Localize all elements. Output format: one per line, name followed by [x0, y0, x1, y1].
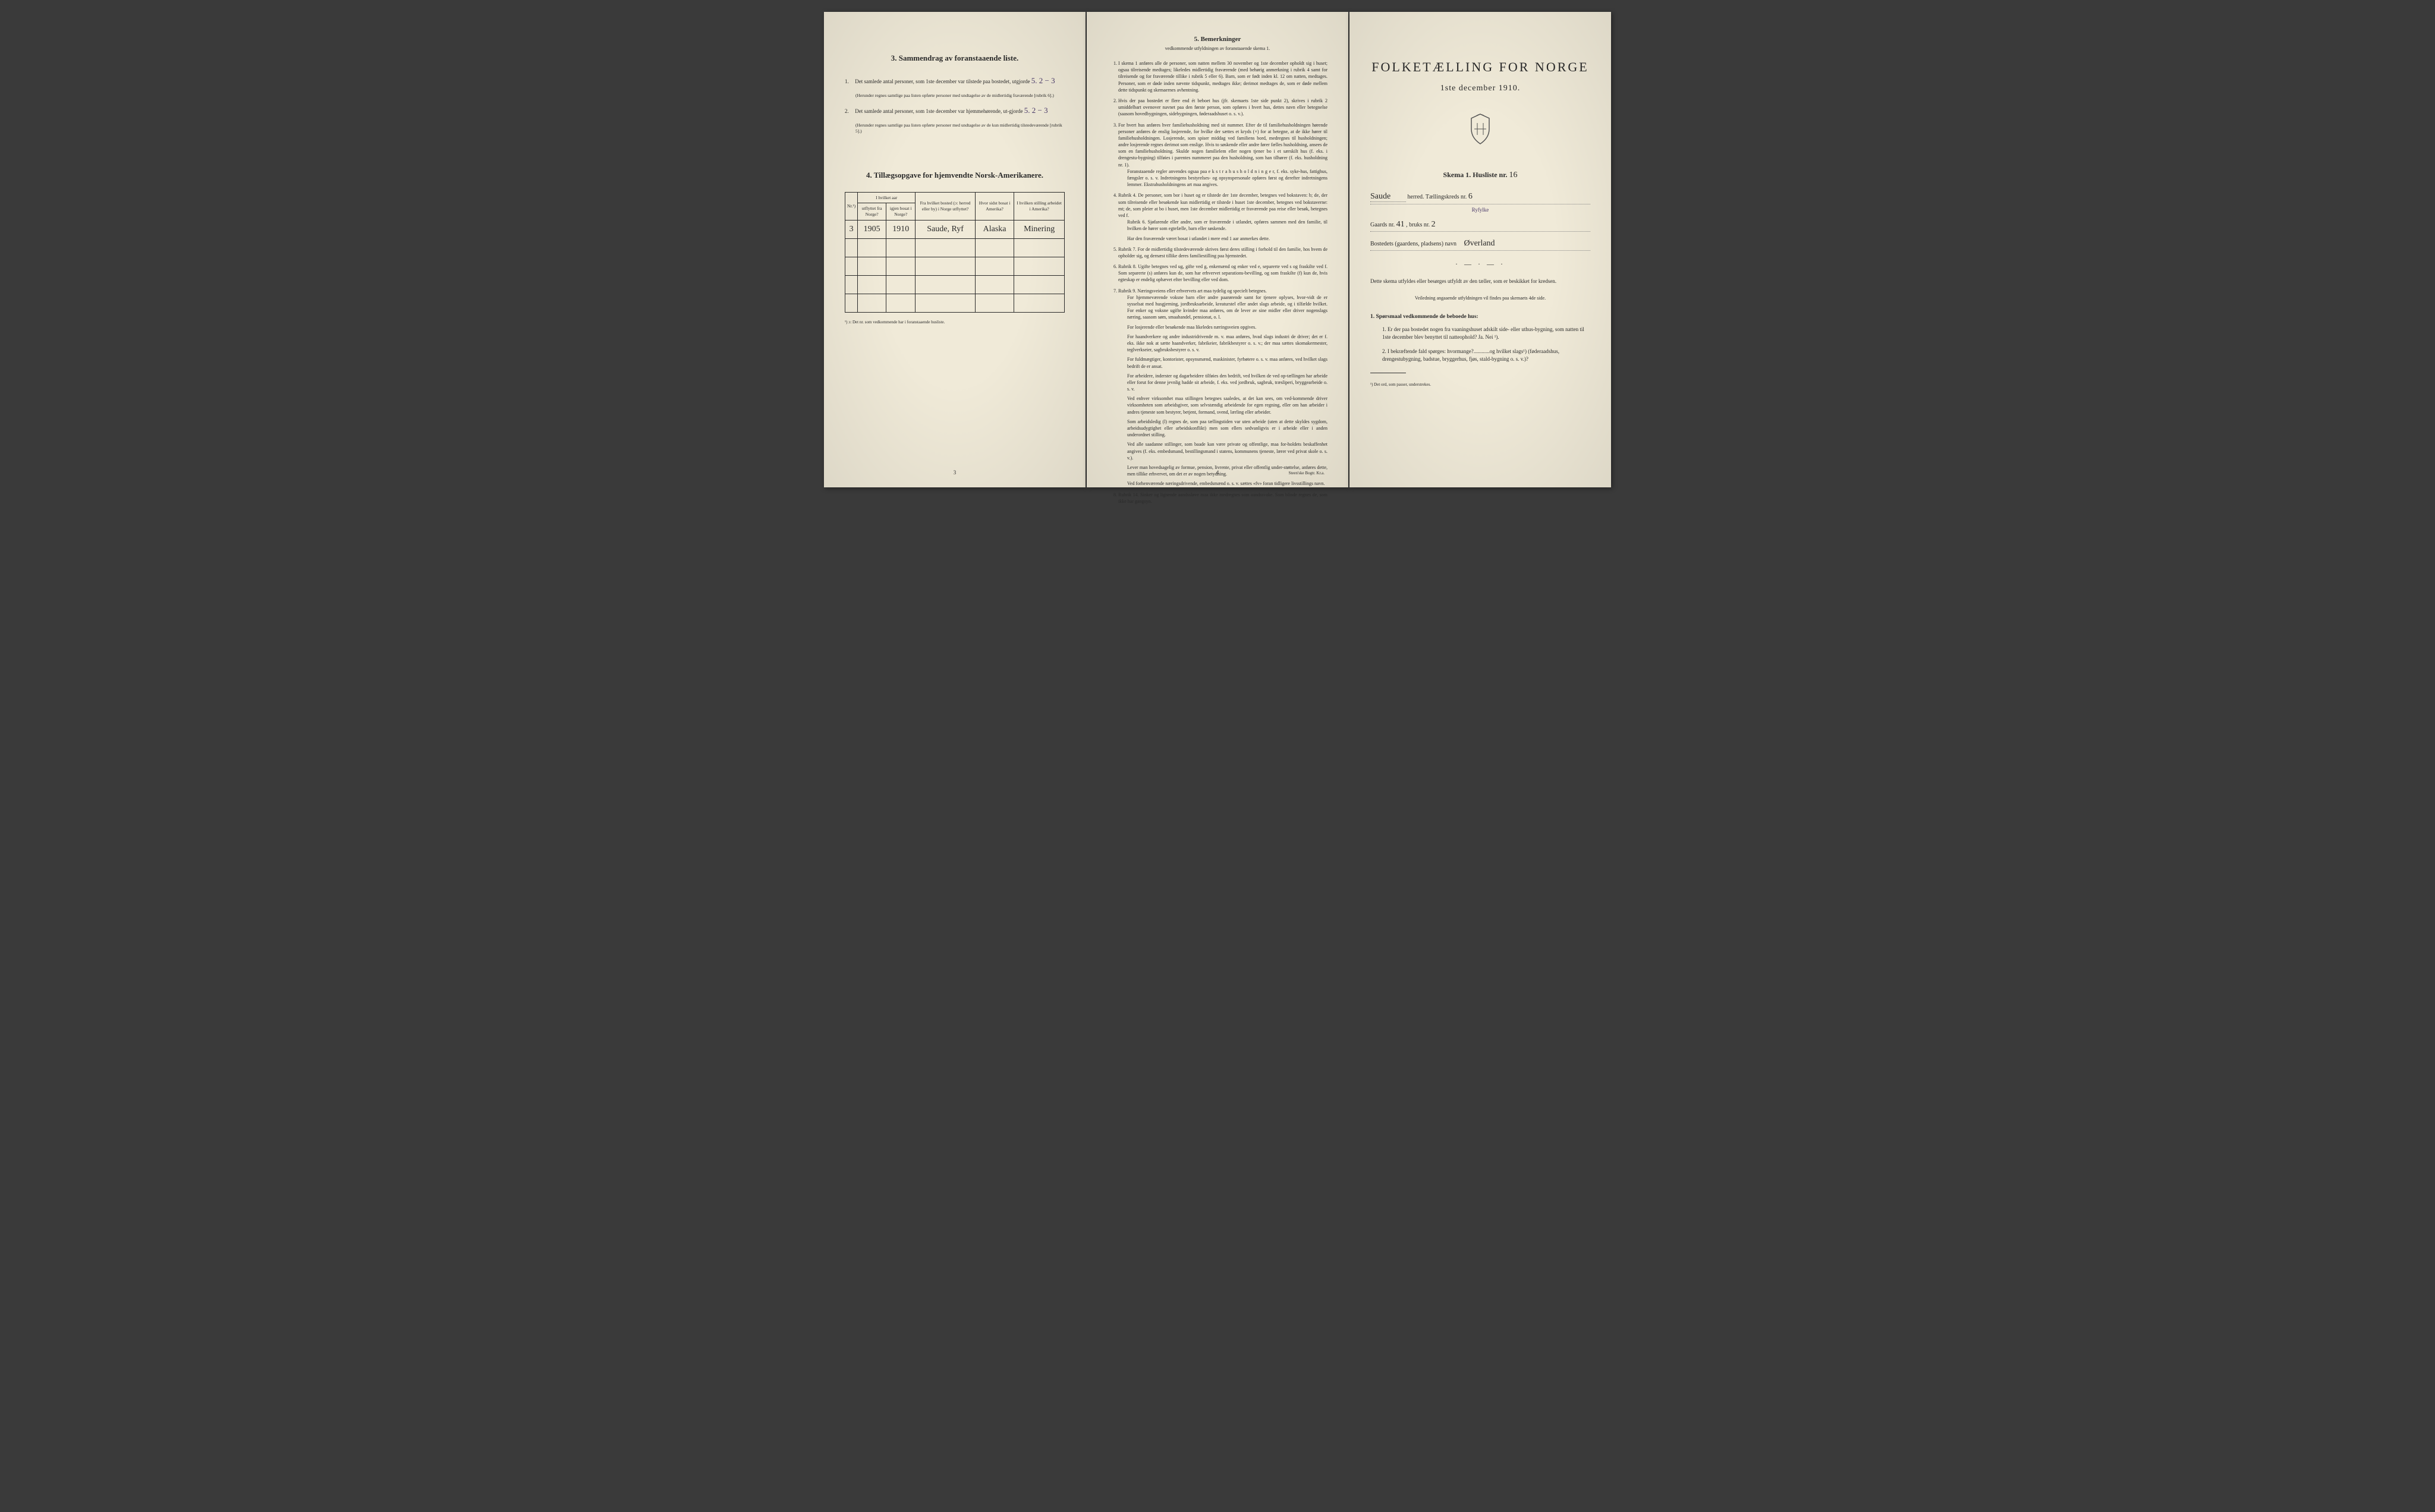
q-header: 1. Spørsmaal vedkommende de beboede hus:	[1370, 314, 1478, 320]
bosted-line: Bostedets (gaardens, pladsens) navn Øver…	[1370, 239, 1590, 251]
table-row	[845, 257, 1065, 275]
herred-value: Saude	[1370, 192, 1406, 202]
census-title: FOLKETÆLLING FOR NORGE	[1370, 59, 1590, 75]
remark-5: Rubrik 7. For de midlertidig tilstedevær…	[1118, 246, 1327, 259]
house-q2: 2. I bekræftende fald spørges: hvormange…	[1382, 348, 1590, 364]
cell-amerika: Alaska	[975, 220, 1014, 238]
q2-text: Det samlede antal personer, som 1ste dec…	[855, 108, 1023, 114]
section-3-title: 3. Sammendrag av foranstaaende liste.	[845, 53, 1065, 63]
gaards-line: Gaards nr. 41 , bruks nr. 2	[1370, 220, 1590, 232]
decoration-icon: · — · — ·	[1370, 260, 1590, 269]
ryfylke-note: Ryfylke	[1370, 207, 1590, 213]
bruks-nr: 2	[1432, 220, 1436, 229]
r7a: For hjemmeværende voksne barn eller andr…	[1127, 294, 1327, 321]
remark-4-extra-a: Rubrik 6. Sjøfarende eller andre, som er…	[1127, 219, 1327, 232]
remark-3-extra: Foranstaaende regler anvendes ogsaa paa …	[1127, 168, 1327, 188]
instruction-text: Dette skema utfyldes eller besørges utfy…	[1370, 278, 1590, 286]
section-4-title: 4. Tillægsopgave for hjemvendte Norsk-Am…	[845, 171, 1065, 180]
cell-stilling: Minering	[1014, 220, 1065, 238]
veiledning-text: Veiledning angaaende utfyldningen vil fi…	[1370, 295, 1590, 302]
q1-text: Det samlede antal personer, som 1ste dec…	[855, 78, 1030, 84]
remark-1: I skema 1 anføres alle de personer, som …	[1118, 60, 1327, 93]
remark-4: Rubrik 4. De personer, som bor i huset o…	[1118, 192, 1327, 241]
remark-6: Rubrik 8. Ugifte betegnes ved ug, gifte …	[1118, 263, 1327, 284]
skema-line: Skema 1. Husliste nr. 16	[1370, 171, 1590, 180]
q2-note: (Herunder regnes samtlige paa listen opf…	[855, 122, 1065, 135]
footnote-3: ¹) ɔ: Det nr. som vedkommende har i fora…	[845, 320, 1065, 325]
page-3-summary: 3. Sammendrag av foranstaaende liste. 1.…	[824, 12, 1086, 487]
remark-4-extra-b: Har den fraværende været bosat i utlande…	[1127, 235, 1327, 242]
remarks-list: I skema 1 anføres alle de personer, som …	[1108, 60, 1327, 505]
table-row: 3 1905 1910 Saude, Ryf Alaska Minering	[845, 220, 1065, 238]
page-1-title: FOLKETÆLLING FOR NORGE 1ste december 191…	[1349, 12, 1611, 487]
page-4-remarks: 5. Bemerkninger vedkommende utfyldningen…	[1087, 12, 1348, 487]
r7b: For losjerende eller besøkende maa likel…	[1127, 324, 1327, 330]
th-amerika: Hvor sidst bosat i Amerika?	[975, 192, 1014, 220]
page-num-4: 4	[1216, 470, 1219, 475]
q1: 1. Det samlede antal personer, som 1ste …	[845, 75, 1065, 87]
q2-num: 2.	[845, 108, 854, 116]
r7h: Ved alle saadanne stillinger, som baade …	[1127, 441, 1327, 461]
th-bosted: Fra hvilket bosted (ɔ: herred eller by) …	[916, 192, 976, 220]
page-num-3: 3	[954, 470, 957, 475]
table-row	[845, 294, 1065, 312]
r7j: Ved forhenværende næringsdrivende, embed…	[1127, 480, 1327, 487]
th-nr: Nr.¹)	[845, 192, 858, 220]
cell-igjen: 1910	[886, 220, 916, 238]
gaards-nr: 41	[1396, 220, 1405, 229]
section-5-subtitle: vedkommende utfyldningen av foranstaaend…	[1108, 46, 1327, 51]
footnote-1: ¹) Det ord, som passer, understrekes.	[1370, 382, 1590, 387]
census-date: 1ste december 1910.	[1370, 84, 1590, 93]
q1-num: 1.	[845, 78, 854, 86]
cell-bosted: Saude, Ryf	[916, 220, 976, 238]
house-q1: 1. Er der paa bostedet nogen fra vaaning…	[1382, 326, 1590, 342]
cell-nr: 3	[845, 220, 858, 238]
th-utflyttet: utflyttet fra Norge?	[858, 203, 886, 220]
r7f: Ved enhver virksomhet maa stillingen bet…	[1127, 395, 1327, 415]
questions-section: 1. Spørsmaal vedkommende de beboede hus:…	[1370, 314, 1590, 364]
cell-utflyttet: 1905	[858, 220, 886, 238]
table-row	[845, 275, 1065, 294]
th-aar: I hvilket aar	[858, 192, 916, 203]
q2: 2. Det samlede antal personer, som 1ste …	[845, 105, 1065, 116]
table-row	[845, 238, 1065, 257]
herred-line: Saude herred. Tællingskreds nr. 6	[1370, 192, 1590, 204]
remark-7: Rubrik 9. Næringsveiens eller erhvervets…	[1118, 288, 1327, 487]
th-igjen: igjen bosat i Norge?	[886, 203, 916, 220]
bosted-value: Øverland	[1464, 239, 1495, 248]
remark-2: Hvis der paa bostedet er flere end ét be…	[1118, 97, 1327, 118]
printer-mark: Steen'ske Bogtr. Kr.a.	[1288, 471, 1325, 475]
q1-value: 5. 2 − 3	[1031, 76, 1055, 85]
r7g: Som arbeidsledig (l) regnes de, som paa …	[1127, 418, 1327, 439]
remark-8: Rubrik 14. Sinker og lignende aandssløve…	[1118, 492, 1327, 505]
th-stilling: I hvilken stilling arbeidet i Amerika?	[1014, 192, 1065, 220]
coat-of-arms-icon	[1370, 111, 1590, 153]
americans-table: Nr.¹) I hvilket aar Fra hvilket bosted (…	[845, 192, 1065, 313]
husliste-nr: 16	[1509, 171, 1517, 179]
q1-note: (Herunder regnes samtlige paa listen opf…	[855, 93, 1065, 99]
kreds-nr: 6	[1468, 192, 1473, 201]
remark-3: For hvert hus anføres hver familiehushol…	[1118, 122, 1327, 188]
q2-value: 5. 2 − 3	[1024, 106, 1048, 115]
r7e: For arbeidere, inderster og dagarbeidere…	[1127, 373, 1327, 393]
section-5-title: 5. Bemerkninger	[1108, 36, 1327, 43]
r7d: For fuldmægtiger, kontorister, opsynsmæn…	[1127, 356, 1327, 369]
r7c: For haandverkere og andre industridriven…	[1127, 333, 1327, 354]
